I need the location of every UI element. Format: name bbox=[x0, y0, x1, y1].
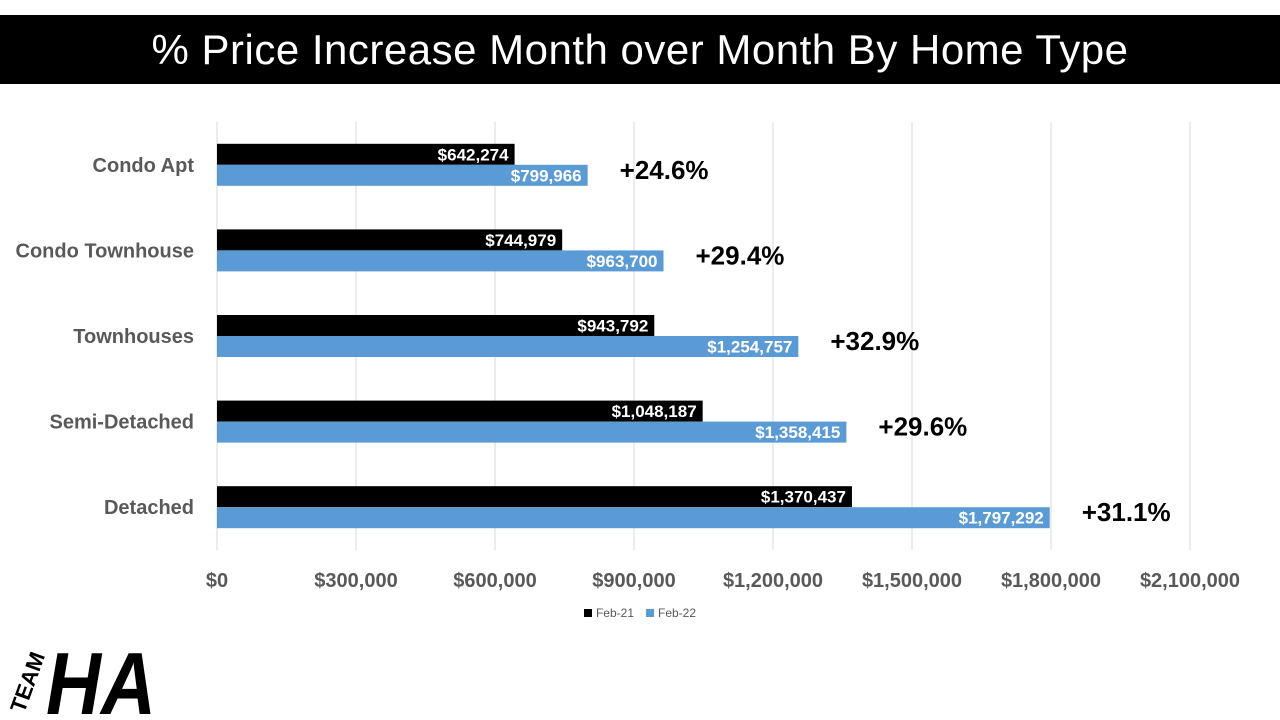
bar bbox=[217, 486, 852, 508]
bar bbox=[217, 400, 703, 422]
category-label: Condo Townhouse bbox=[16, 240, 195, 262]
x-tick-label: $900,000 bbox=[592, 570, 675, 592]
bar bbox=[217, 229, 563, 251]
bar bbox=[217, 143, 515, 165]
annotation-label: +29.4% bbox=[696, 240, 785, 270]
x-tick-label: $600,000 bbox=[453, 570, 536, 592]
chart-legend: Feb-21 Feb-22 bbox=[0, 606, 1280, 620]
category-label: Semi-Detached bbox=[50, 412, 195, 434]
x-tick-label: $2,100,000 bbox=[1140, 570, 1240, 592]
category-label: Detached bbox=[104, 497, 194, 519]
x-tick-label: $1,200,000 bbox=[723, 570, 823, 592]
logo-text-large: HA bbox=[46, 636, 156, 716]
data-label: $943,792 bbox=[577, 317, 648, 336]
category-label: Condo Apt bbox=[93, 155, 195, 177]
legend-swatch-feb-21 bbox=[583, 609, 592, 617]
category-label: Townhouses bbox=[73, 326, 194, 348]
bar bbox=[217, 250, 664, 272]
logo-text-small: TEAM bbox=[10, 649, 50, 716]
bar bbox=[217, 421, 847, 443]
bar bbox=[217, 315, 655, 336]
legend-swatch-feb-22 bbox=[646, 609, 654, 617]
bar bbox=[217, 507, 1050, 529]
annotation-label: +29.6% bbox=[878, 412, 967, 442]
team-ha-logo: TEAM HA bbox=[10, 636, 156, 716]
bar bbox=[217, 336, 799, 357]
legend-item-feb-21: Feb-21 bbox=[583, 606, 634, 620]
annotation-label: +32.9% bbox=[830, 326, 919, 356]
data-label: $1,370,437 bbox=[761, 488, 846, 507]
legend-label-feb-22: Feb-22 bbox=[658, 606, 697, 620]
bar bbox=[217, 164, 588, 186]
legend-item-feb-22: Feb-22 bbox=[646, 606, 696, 620]
legend-label-feb-21: Feb-21 bbox=[595, 606, 634, 620]
x-tick-label: $0 bbox=[206, 570, 228, 592]
data-label: $1,048,187 bbox=[612, 402, 697, 421]
annotation-label: +31.1% bbox=[1082, 497, 1171, 527]
data-label: $1,797,292 bbox=[959, 509, 1044, 528]
x-tick-label: $300,000 bbox=[314, 570, 397, 592]
x-tick-label: $1,500,000 bbox=[862, 570, 962, 592]
data-label: $799,966 bbox=[511, 166, 582, 185]
data-label: $744,979 bbox=[485, 231, 556, 250]
data-label: $642,274 bbox=[438, 145, 509, 164]
chart-title: % Price Increase Month over Month By Hom… bbox=[0, 15, 1280, 84]
data-label: $1,358,415 bbox=[755, 423, 840, 442]
annotation-label: +24.6% bbox=[620, 155, 709, 185]
data-label: $963,700 bbox=[587, 252, 658, 271]
data-label: $1,254,757 bbox=[707, 338, 792, 357]
x-tick-label: $1,800,000 bbox=[1001, 570, 1101, 592]
